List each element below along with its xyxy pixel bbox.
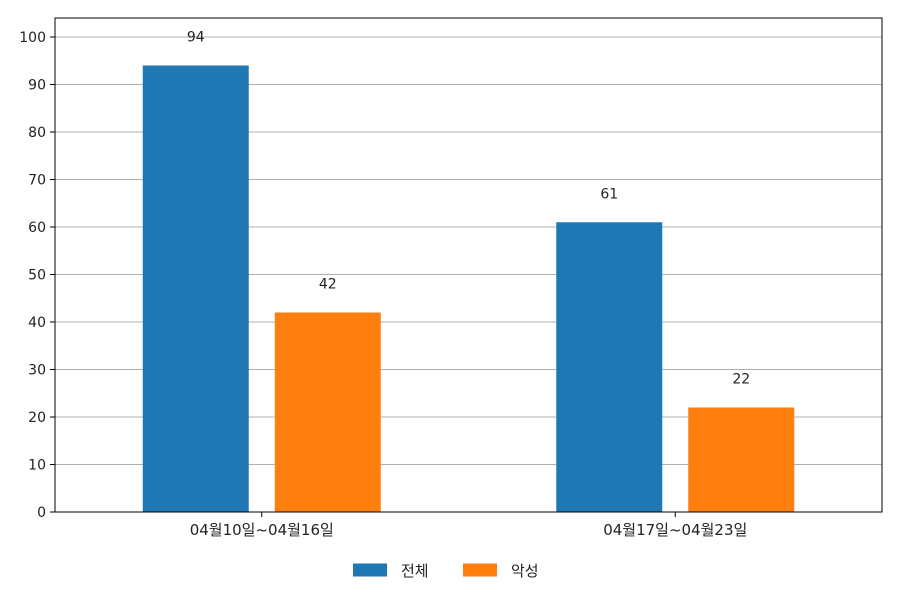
y-tick-label: 50: [28, 268, 46, 284]
data-labels: 94 42 61 22: [187, 30, 750, 388]
plot-area-frame: [54, 17, 883, 513]
data-label: 61: [600, 186, 618, 202]
y-tick-label: 10: [28, 458, 46, 474]
data-label: 22: [732, 372, 750, 388]
bar-malicious: [688, 407, 795, 512]
y-tick-label: 90: [28, 78, 46, 94]
y-tick-label: 0: [37, 505, 46, 521]
bars: [142, 65, 795, 512]
bar-malicious: [274, 312, 381, 512]
x-axis: 04월10일~04월16일 04월17일~04월23일: [190, 512, 747, 539]
legend-swatch: [353, 563, 387, 577]
bar-total: [556, 222, 663, 512]
y-tick-label: 100: [19, 30, 46, 46]
x-category-label: 04월17일~04월23일: [603, 521, 747, 539]
y-tick-label: 80: [28, 125, 46, 141]
x-category-label: 04월10일~04월16일: [190, 521, 334, 539]
y-tick-label: 70: [28, 173, 46, 189]
legend-label: 전체: [401, 562, 429, 580]
y-tick-label: 60: [28, 220, 46, 236]
legend-label: 악성: [511, 562, 539, 580]
bar-total: [142, 65, 249, 512]
y-axis: 0 10 20 30 40 50 60 70 80 90 100: [19, 30, 55, 521]
y-tick-label: 20: [28, 410, 46, 426]
y-tick-label: 30: [28, 363, 46, 379]
y-tick-label: 40: [28, 315, 46, 331]
legend: 전체 악성: [353, 562, 539, 580]
legend-swatch: [463, 563, 497, 577]
data-label: 94: [187, 30, 205, 46]
data-label: 42: [319, 277, 337, 293]
